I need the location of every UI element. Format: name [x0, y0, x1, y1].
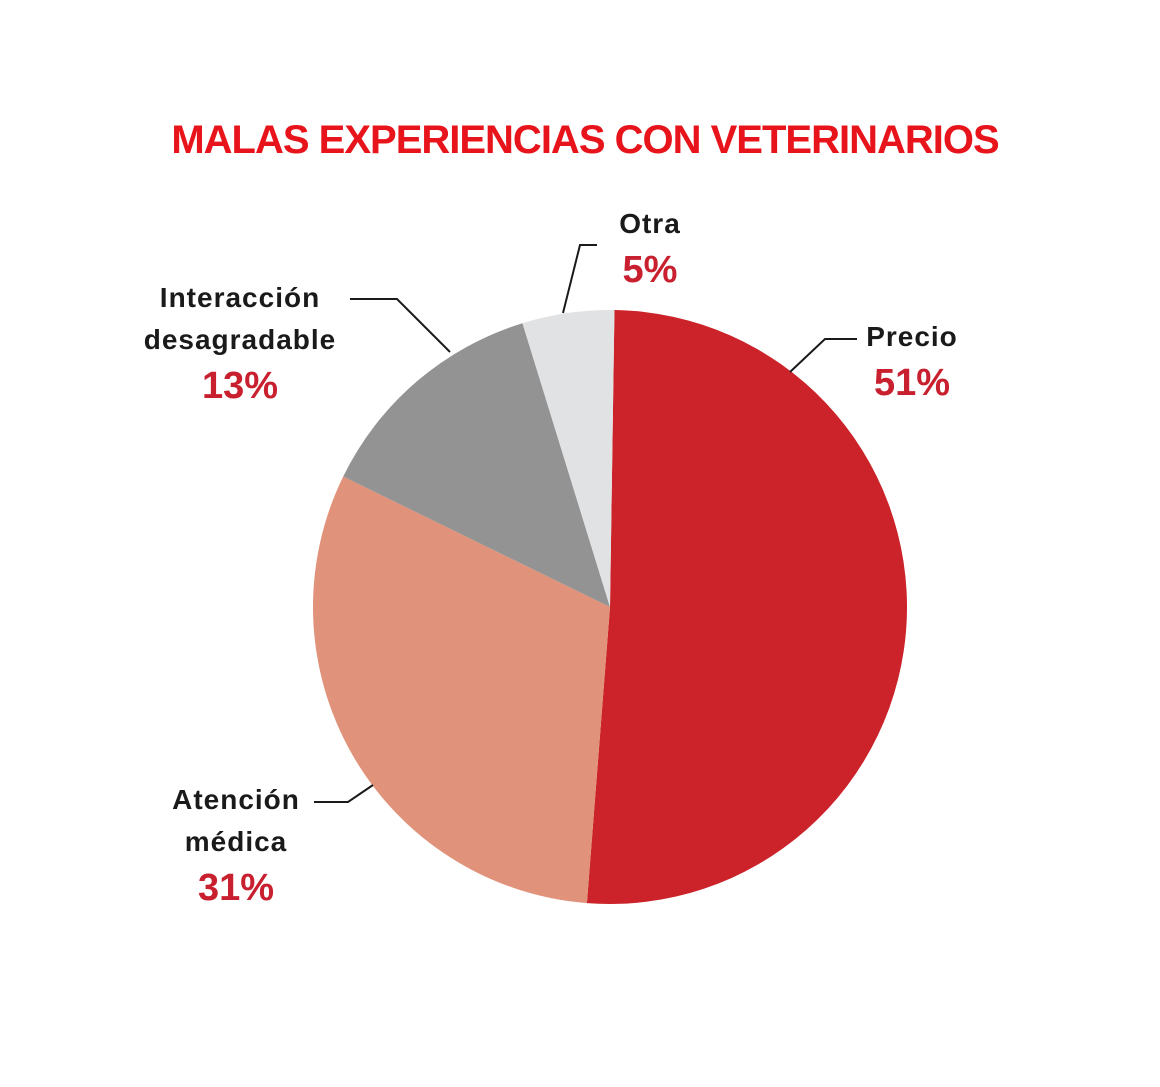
leader-line [314, 784, 374, 803]
category-label: Atención médica [172, 784, 300, 857]
value-label: 31% [197, 867, 275, 909]
leader-line [789, 338, 857, 373]
category-label: Precio [866, 321, 958, 352]
category-label: Interacción desagradable [143, 282, 337, 355]
pie-slice [586, 310, 908, 905]
slice-label: Otra 5% [590, 203, 710, 295]
slice-label: Atención médica 31% [136, 779, 336, 913]
pie-slice [343, 323, 610, 607]
pie-slice [313, 476, 610, 904]
leader-line [350, 298, 451, 353]
pie [313, 310, 908, 905]
category-label: Otra [619, 208, 681, 239]
value-label: 5% [622, 249, 678, 291]
slice-label: Precio 51% [832, 316, 992, 408]
value-label: 51% [873, 362, 951, 404]
slice-label: Interacción desagradable 13% [126, 277, 354, 411]
leader-line [562, 244, 597, 314]
pie-slice [522, 310, 615, 607]
chart-title: MALAS EXPERIENCIAS CON VETERINARIOS [171, 118, 999, 162]
value-label: 13% [201, 365, 279, 407]
